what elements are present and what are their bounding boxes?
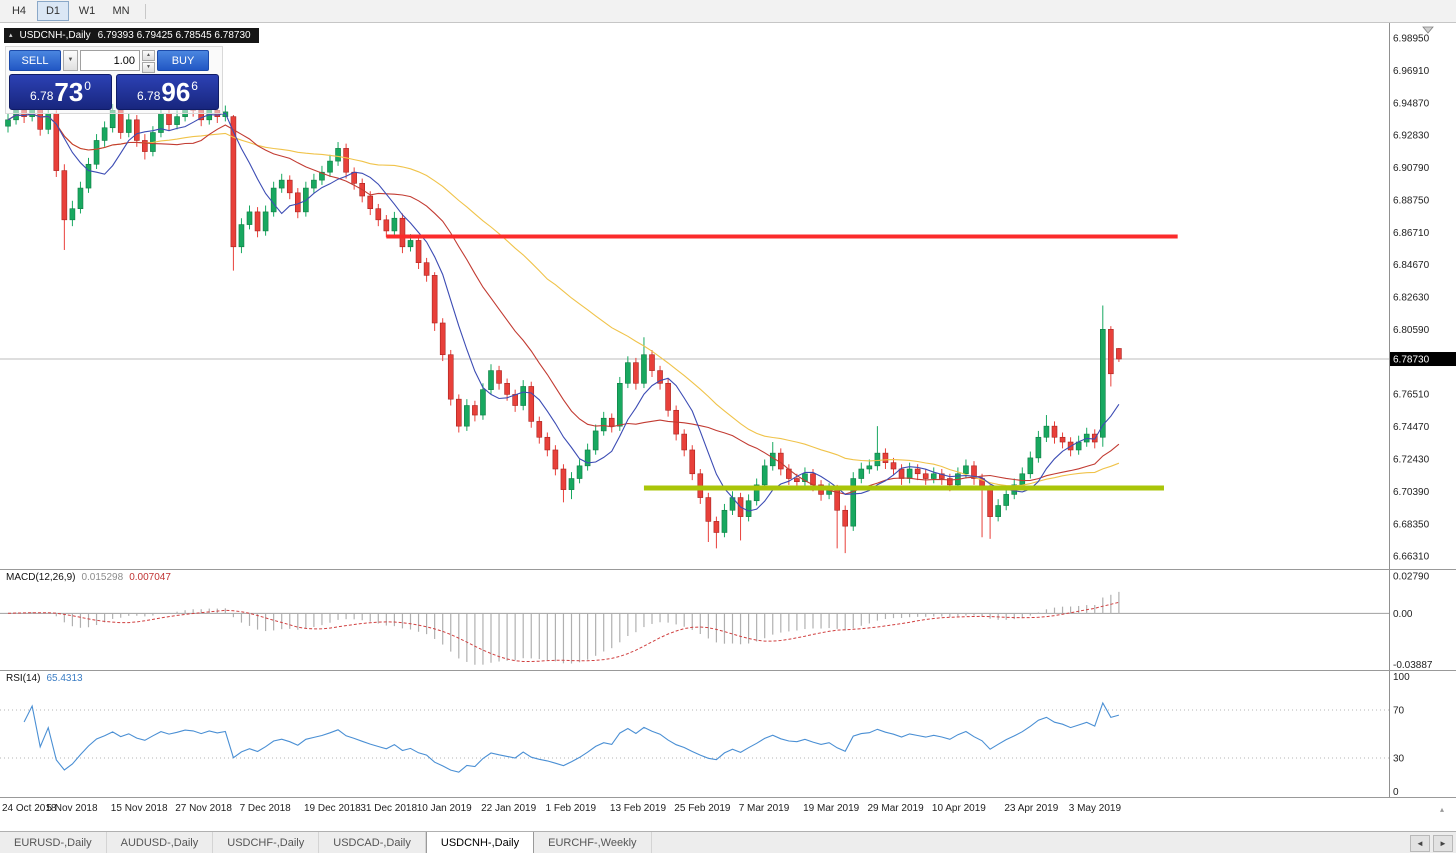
svg-text:6.86710: 6.86710 — [1393, 228, 1430, 239]
sell-price-button[interactable]: 6.78 73 0 — [9, 74, 112, 110]
rsi-value: 65.4313 — [46, 673, 83, 684]
timeframe-mn[interactable]: MN — [112, 5, 130, 17]
volume-decrease-button[interactable]: ▼ — [142, 62, 155, 73]
svg-text:6.98950: 6.98950 — [1393, 34, 1430, 45]
time-axis[interactable]: ▴ 24 Oct 2018 5 Nov 2018 15 Nov 2018 27 Nov… — [0, 798, 1456, 831]
svg-text:6.74470: 6.74470 — [1393, 422, 1430, 433]
buy-price-big: 96 — [161, 77, 191, 107]
chevron-down-icon: ▼ — [67, 57, 74, 63]
svg-text:6.80590: 6.80590 — [1393, 325, 1430, 336]
svg-text:6.68350: 6.68350 — [1393, 519, 1430, 530]
date-tick-label: 22 Jan 2019 — [481, 803, 537, 814]
date-tick-label: 13 Feb 2019 — [609, 803, 667, 814]
chart-ohlc-values: 6.79393 6.79425 6.78545 6.78730 — [97, 30, 251, 41]
buy-price-button[interactable]: 6.78 96 6 — [116, 74, 219, 110]
macd-title: MACD(12,26,9) 0.015298 0.007047 — [6, 572, 171, 583]
svg-text:6.96910: 6.96910 — [1393, 66, 1430, 77]
svg-text:6.88750: 6.88750 — [1393, 195, 1430, 206]
date-tick-label: 31 Dec 2018 — [360, 803, 418, 814]
svg-text:70: 70 — [1393, 706, 1405, 717]
timeframe-d1[interactable]: D1 — [37, 1, 69, 21]
autoscroll-marker-icon[interactable]: ▴ — [1439, 805, 1444, 814]
rsi-panel[interactable]: 100 70 30 0 — [0, 671, 1456, 798]
sell-button[interactable]: SELL — [9, 50, 61, 71]
svg-text:6.90790: 6.90790 — [1393, 163, 1430, 174]
macd-panel[interactable]: 0.02790 0.00 -0.03887 — [0, 570, 1456, 671]
timeframe-w1[interactable]: W1 — [78, 5, 96, 17]
tab-eurusd-daily[interactable]: EURUSD-,Daily — [0, 832, 107, 853]
date-tick-label: 7 Mar 2019 — [738, 803, 790, 814]
svg-text:6.84670: 6.84670 — [1393, 260, 1430, 271]
svg-text:0.00: 0.00 — [1393, 609, 1413, 620]
rsi-title: RSI(14) 65.4313 — [6, 673, 83, 684]
tab-scroll-buttons: ◄ ► — [1410, 835, 1453, 852]
svg-text:0: 0 — [1393, 787, 1399, 797]
tab-eurchf-weekly[interactable]: EURCHF-,Weekly — [534, 832, 652, 853]
svg-text:6.78730: 6.78730 — [1393, 355, 1430, 366]
chart-ohlc-label: ▴ USDCNH-,Daily 6.79393 6.79425 6.78545 … — [4, 28, 259, 43]
macd-main-value: 0.015298 — [81, 572, 124, 583]
timeframe-h4[interactable]: H4 — [11, 5, 27, 17]
tab-audusd-daily[interactable]: AUDUSD-,Daily — [107, 832, 214, 853]
buy-button[interactable]: BUY — [157, 50, 209, 71]
svg-text:6.66310: 6.66310 — [1393, 552, 1430, 563]
svg-text:6.76510: 6.76510 — [1393, 390, 1430, 401]
toolbar-divider — [145, 3, 146, 19]
svg-text:6.70390: 6.70390 — [1393, 487, 1430, 498]
svg-text:0.02790: 0.02790 — [1393, 572, 1430, 583]
macd-signal-value: 0.007047 — [129, 572, 171, 583]
chart-symbol-label: USDCNH-,Daily — [19, 30, 91, 41]
svg-text:100: 100 — [1393, 672, 1410, 683]
volume-increase-button[interactable]: ▲ — [142, 50, 155, 61]
date-tick-label: 10 Apr 2019 — [931, 803, 986, 814]
buy-price-sup: 6 — [191, 78, 198, 93]
date-tick-label: 25 Feb 2019 — [674, 803, 731, 814]
svg-text:6.72430: 6.72430 — [1393, 455, 1430, 466]
date-tick-label: 10 Jan 2019 — [416, 803, 472, 814]
one-click-trading-panel: SELL ▼ ▲ ▼ BUY 6.78 73 0 6.78 96 6 — [5, 46, 223, 114]
sell-price-sup: 0 — [84, 78, 91, 93]
sell-price-prefix: 6.78 — [30, 88, 54, 103]
price-chart[interactable]: 6.98950 6.96910 6.94870 6.92830 6.90790 6.887… — [0, 23, 1456, 570]
tab-usdchf-daily[interactable]: USDCHF-,Daily — [213, 832, 320, 853]
date-tick-label: 19 Dec 2018 — [304, 803, 361, 814]
volume-input[interactable] — [80, 50, 140, 71]
date-tick-label: 27 Nov 2018 — [175, 803, 232, 814]
tab-usdcnh-daily[interactable]: USDCNH-,Daily — [425, 832, 535, 853]
sell-price-big: 73 — [54, 77, 84, 107]
rsi-label: RSI(14) — [6, 673, 41, 684]
tab-usdcad-daily[interactable]: USDCAD-,Daily — [319, 832, 426, 853]
date-tick-label: 15 Nov 2018 — [110, 803, 168, 814]
date-tick-label: 7 Dec 2018 — [239, 803, 291, 814]
date-tick-label: 24 Oct 2018 — [2, 803, 57, 814]
date-tick-label: 3 May 2019 — [1068, 803, 1122, 814]
macd-label: MACD(12,26,9) — [6, 572, 76, 583]
volume-stepper: ▲ ▼ — [142, 50, 155, 73]
date-tick-label: 19 Mar 2019 — [803, 803, 860, 814]
chart-tabs-bar: EURUSD-,Daily AUDUSD-,Daily USDCHF-,Dail… — [0, 831, 1456, 853]
svg-text:6.94870: 6.94870 — [1393, 98, 1430, 109]
date-tick-label: 23 Apr 2019 — [1004, 803, 1059, 814]
svg-text:6.92830: 6.92830 — [1393, 131, 1430, 142]
date-tick-label: 29 Mar 2019 — [867, 803, 924, 814]
svg-text:30: 30 — [1393, 754, 1405, 765]
date-tick-label: 1 Feb 2019 — [545, 803, 597, 814]
tabs-scroll-right-button[interactable]: ► — [1433, 835, 1453, 852]
tabs-scroll-left-button[interactable]: ◄ — [1410, 835, 1430, 852]
chart-marker-icon: ▴ — [9, 32, 13, 39]
date-tick-label: 5 Nov 2018 — [46, 803, 98, 814]
svg-text:6.82630: 6.82630 — [1393, 293, 1430, 304]
timeframe-toolbar: H4 D1 W1 MN — [0, 0, 1456, 23]
volume-dropdown-button[interactable]: ▼ — [63, 50, 78, 71]
buy-price-prefix: 6.78 — [137, 88, 161, 103]
svg-text:-0.03887: -0.03887 — [1393, 660, 1433, 670]
